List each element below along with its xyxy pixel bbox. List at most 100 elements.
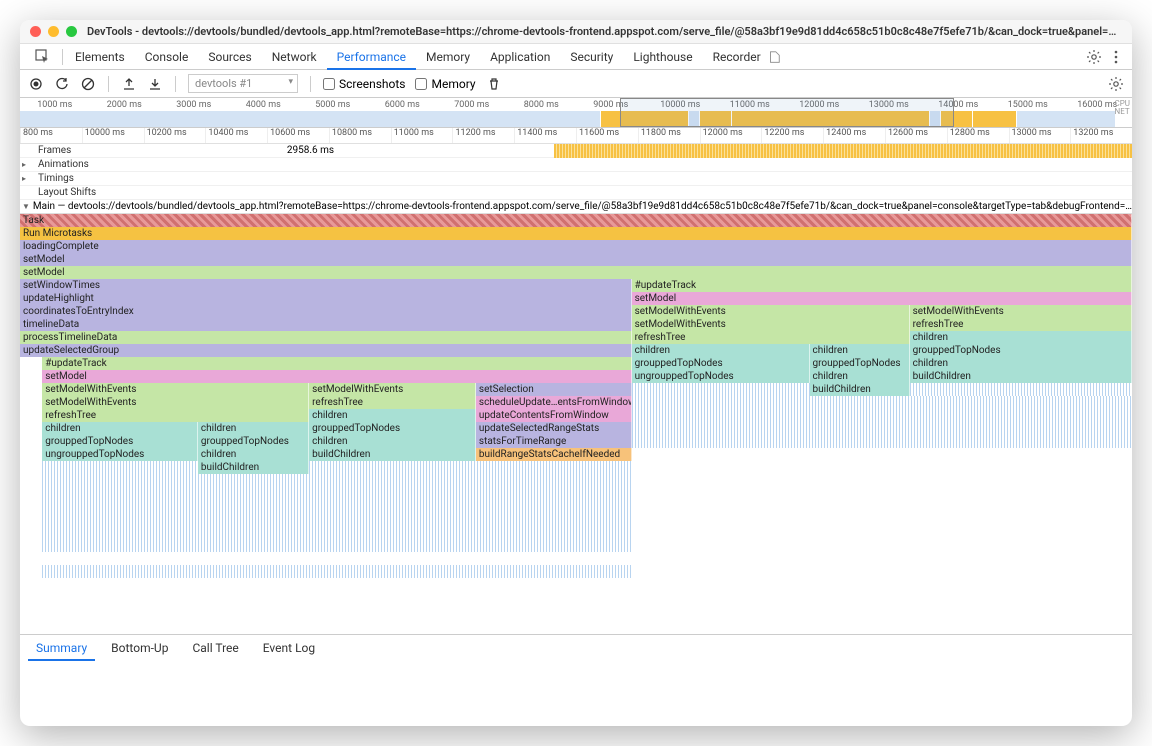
flame-bar[interactable]: buildRangeStatsCacheIfNeeded xyxy=(476,448,632,461)
flame-bar[interactable]: setModel xyxy=(20,266,1132,279)
traffic-lights xyxy=(30,26,77,37)
flame-bar[interactable]: children xyxy=(910,331,1132,344)
flame-bar[interactable]: buildChildren xyxy=(910,370,1132,383)
tab-elements[interactable]: Elements xyxy=(65,44,135,70)
flame-bar[interactable]: loadingComplete xyxy=(20,240,1132,253)
tab-lighthouse[interactable]: Lighthouse xyxy=(623,44,702,70)
flame-bar[interactable]: setModel xyxy=(20,253,1132,266)
inspect-icon[interactable] xyxy=(34,48,52,66)
flame-bar[interactable]: statsForTimeRange xyxy=(476,435,632,448)
flame-bar[interactable]: coordinatesToEntryIndex xyxy=(20,305,632,318)
screenshots-checkbox[interactable]: Screenshots xyxy=(323,77,405,91)
flame-bar[interactable]: ungrouppedTopNodes xyxy=(42,448,198,461)
flame-bar[interactable]: children xyxy=(810,370,910,383)
ruler-tick: 11400 ms xyxy=(514,128,576,143)
minimize-icon[interactable] xyxy=(48,26,59,37)
tab-recorder[interactable]: Recorder xyxy=(703,44,771,70)
tab-application[interactable]: Application xyxy=(480,44,560,70)
flame-bar[interactable]: children xyxy=(309,435,476,448)
record-icon[interactable] xyxy=(28,76,44,92)
more-icon[interactable] xyxy=(1108,49,1124,65)
flame-bar[interactable]: buildChildren xyxy=(309,448,476,461)
flame-bar[interactable]: #updateTrack xyxy=(632,279,1132,292)
details-tab-call-tree[interactable]: Call Tree xyxy=(184,635,246,661)
clear-icon[interactable] xyxy=(80,76,96,92)
flame-bar[interactable]: grouppedTopNodes xyxy=(42,435,198,448)
flame-bar[interactable]: refreshTree xyxy=(632,331,910,344)
zoom-icon[interactable] xyxy=(66,26,77,37)
details-tab-bottom-up[interactable]: Bottom-Up xyxy=(103,635,176,661)
flame-bar[interactable]: setModel xyxy=(42,370,631,383)
flame-bar[interactable]: setModelWithEvents xyxy=(42,396,309,409)
flame-strip xyxy=(309,461,631,474)
flame-bar[interactable]: setModelWithEvents xyxy=(910,305,1132,318)
ruler-tick: 13000 ms xyxy=(1009,128,1071,143)
reload-icon[interactable] xyxy=(54,76,70,92)
flame-bar[interactable]: scheduleUpdate…entsFromWindow xyxy=(476,396,632,409)
tab-memory[interactable]: Memory xyxy=(416,44,480,70)
flame-bar[interactable]: updateSelectedRangeStats xyxy=(476,422,632,435)
track-row[interactable]: Layout Shifts xyxy=(20,186,1132,200)
tab-console[interactable]: Console xyxy=(135,44,199,70)
flame-bar[interactable]: grouppedTopNodes xyxy=(632,357,810,370)
flame-bar[interactable]: setModel xyxy=(632,292,1132,305)
memory-checkbox[interactable]: Memory xyxy=(415,77,475,91)
flame-strip xyxy=(42,500,631,513)
settings-icon[interactable] xyxy=(1086,49,1102,65)
flame-bar[interactable]: grouppedTopNodes xyxy=(810,357,910,370)
flame-bar[interactable]: setWindowTimes xyxy=(20,279,632,292)
flame-bar[interactable]: setModelWithEvents xyxy=(42,383,309,396)
memory-label: Memory xyxy=(431,77,475,91)
close-icon[interactable] xyxy=(30,26,41,37)
track-row[interactable]: ▸Animations xyxy=(20,158,1132,172)
tab-sources[interactable]: Sources xyxy=(198,44,261,70)
flame-bar[interactable]: children xyxy=(910,357,1132,370)
tab-performance[interactable]: Performance xyxy=(327,44,416,70)
main-thread-header[interactable]: ▼Main — devtools://devtools/bundled/devt… xyxy=(20,200,1132,214)
tab-security[interactable]: Security xyxy=(560,44,623,70)
trash-icon[interactable] xyxy=(486,76,502,92)
overview-strip[interactable]: 1000 ms2000 ms3000 ms4000 ms5000 ms6000 … xyxy=(20,98,1132,128)
flame-strip xyxy=(42,461,198,474)
flame-bar[interactable]: children xyxy=(198,448,309,461)
perf-settings-icon[interactable] xyxy=(1108,76,1124,92)
flame-bar[interactable]: setModelWithEvents xyxy=(632,318,910,331)
flame-bar[interactable]: children xyxy=(632,344,810,357)
flame-chart[interactable]: TaskRun MicrotasksloadingCompletesetMode… xyxy=(20,214,1132,634)
flame-bar[interactable]: buildChildren xyxy=(198,461,309,474)
flame-bar[interactable]: updateHighlight xyxy=(20,292,632,305)
flame-bar[interactable]: ungrouppedTopNodes xyxy=(632,370,810,383)
flame-bar[interactable]: processTimelineData xyxy=(20,331,632,344)
overview-selection[interactable] xyxy=(620,98,954,127)
flame-bar[interactable]: refreshTree xyxy=(910,318,1132,331)
flame-bar[interactable]: updateContentsFromWindow xyxy=(476,409,632,422)
tab-network[interactable]: Network xyxy=(262,44,327,70)
flame-bar[interactable]: children xyxy=(42,422,198,435)
profile-dropdown[interactable]: devtools #1 xyxy=(188,74,298,93)
flame-bar[interactable]: buildChildren xyxy=(810,383,910,396)
flame-bar[interactable]: Task xyxy=(20,214,1132,227)
flame-bar[interactable]: grouppedTopNodes xyxy=(198,435,309,448)
details-tab-event-log[interactable]: Event Log xyxy=(255,635,323,661)
ruler-tick: 11200 ms xyxy=(452,128,514,143)
details-tab-summary[interactable]: Summary xyxy=(28,635,95,661)
track-row[interactable]: ▸Timings xyxy=(20,172,1132,186)
download-icon[interactable] xyxy=(147,76,163,92)
flame-bar[interactable]: timelineData xyxy=(20,318,632,331)
flame-bar[interactable]: #updateTrack xyxy=(42,357,631,370)
flame-bar[interactable]: refreshTree xyxy=(309,396,476,409)
flame-bar[interactable]: grouppedTopNodes xyxy=(910,344,1132,357)
track-row[interactable]: Frames2958.6 ms xyxy=(20,144,1132,158)
flame-bar[interactable]: children xyxy=(309,409,476,422)
overview-tick: 8000 ms xyxy=(507,100,577,110)
flame-bar[interactable]: updateSelectedGroup xyxy=(20,344,632,357)
flame-bar[interactable]: grouppedTopNodes xyxy=(309,422,476,435)
flame-bar[interactable]: children xyxy=(198,422,309,435)
flame-bar[interactable]: children xyxy=(810,344,910,357)
flame-bar[interactable]: setModelWithEvents xyxy=(632,305,910,318)
flame-bar[interactable]: refreshTree xyxy=(42,409,309,422)
flame-bar[interactable]: setModelWithEvents xyxy=(309,383,476,396)
upload-icon[interactable] xyxy=(121,76,137,92)
flame-bar[interactable]: setSelection xyxy=(476,383,632,396)
flame-bar[interactable]: Run Microtasks xyxy=(20,227,1132,240)
